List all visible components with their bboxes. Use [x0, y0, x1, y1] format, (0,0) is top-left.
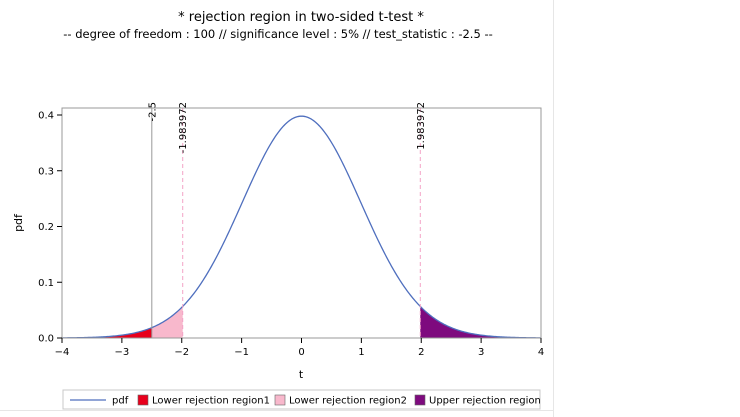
- pdf-curve: [61, 115, 542, 339]
- reference-line-label-1: -2.5: [147, 102, 158, 122]
- y-tick-label: 0.1: [38, 278, 54, 289]
- legend-label: Upper rejection region: [429, 396, 541, 407]
- chart-subtitle: -- degree of freedom : 100 // significan…: [63, 27, 493, 41]
- rejection-region-1: [62, 327, 152, 338]
- x-tick-label: −4: [55, 347, 70, 358]
- legend-label: pdf: [112, 396, 129, 407]
- x-tick-label: −1: [234, 347, 249, 358]
- x-tick-label: 1: [358, 347, 364, 358]
- y-tick-label: 0.2: [38, 222, 54, 233]
- x-tick-label: −2: [174, 347, 189, 358]
- x-tick-label: −3: [115, 347, 130, 358]
- y-tick-label: 0.3: [38, 166, 54, 177]
- legend-label: Lower rejection region1: [152, 396, 270, 407]
- reference-line-label-2: -1.983972: [178, 102, 189, 153]
- x-axis: −4 −3 −2 −1 0 1 2 3 4: [55, 338, 544, 358]
- x-axis-label: t: [299, 368, 304, 381]
- y-tick-label: 0.4: [38, 111, 54, 122]
- y-axis: 0.0 0.1 0.2 0.3 0.4: [38, 111, 62, 345]
- legend-swatch-1: [137, 394, 149, 406]
- pdf-curve-group: [61, 115, 542, 339]
- reference-line-label-3: 1.983972: [416, 102, 427, 150]
- t-distribution-chart: * rejection region in two-sided t-test *…: [12, 10, 544, 410]
- x-tick-label: 0: [298, 347, 304, 358]
- chart-title: * rejection region in two-sided t-test *: [178, 10, 424, 25]
- x-tick-label: 2: [418, 347, 424, 358]
- figure-border-bottom: [0, 410, 554, 411]
- legend: pdf Lower rejection region1 Lower rejectio…: [62, 389, 541, 410]
- y-tick-label: 0.0: [38, 334, 54, 345]
- reference-lines: -2.5 -1.983972 1.983972: [147, 102, 427, 338]
- rejection-region-3: [420, 306, 541, 338]
- figure-border-right: [553, 0, 554, 417]
- legend-label: Lower rejection region2: [289, 396, 407, 407]
- y-axis-label: pdf: [12, 213, 25, 232]
- legend-swatch-2: [274, 394, 286, 406]
- legend-swatch-3: [414, 394, 426, 406]
- plot-frame: [61, 107, 542, 339]
- x-tick-label: 3: [478, 347, 484, 358]
- x-tick-label: 4: [538, 347, 544, 358]
